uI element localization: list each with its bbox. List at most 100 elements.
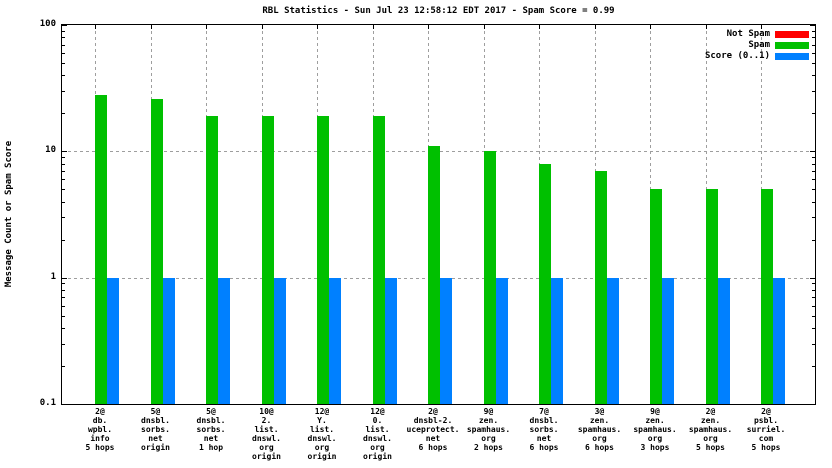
x-category-label: 3@ zen. spamhaus. org 6 hops (578, 407, 621, 452)
y-tick-left (62, 170, 65, 172)
legend-item-not-spam: Not Spam (705, 29, 809, 40)
y-tick-right (812, 297, 815, 299)
x-category-line: net (148, 434, 163, 443)
y-tick-right (812, 179, 815, 181)
bar-spam (483, 151, 496, 404)
x-tick-top (206, 25, 207, 29)
x-category-line: org (592, 434, 607, 443)
y-tick-right (812, 113, 815, 115)
x-category-line: net (203, 434, 219, 443)
bar-spam (539, 163, 551, 404)
x-category-line: uceprotect. (406, 425, 460, 434)
bar-spam (705, 189, 718, 404)
x-category-line: 7@ (539, 407, 549, 416)
bar-spam (150, 98, 163, 404)
x-category-line: 5@ (206, 407, 216, 416)
x-tick-top (539, 25, 540, 29)
x-tick-top (650, 25, 651, 29)
bar-score-0-1 (162, 278, 175, 404)
x-category-line: org (481, 434, 496, 443)
x-category-line: 5 hops (751, 443, 781, 452)
x-category-label: 12@ 0. list. dnswl. org origin (363, 407, 392, 461)
legend-item-score-0-1: Score (0..1) (705, 51, 809, 62)
x-category-line: 3 hops (640, 443, 670, 452)
x-category-line: 5@ (150, 407, 161, 416)
bar-spam (428, 146, 440, 404)
y-tick-right (812, 366, 815, 367)
x-tick-top (261, 25, 263, 29)
x-category-label: 10@ 2. list. dnswl. org origin (252, 407, 281, 461)
y-tick-left (62, 297, 65, 299)
legend-item-spam: Spam (705, 40, 809, 51)
y-tick-right (812, 157, 815, 159)
bar-score-0-1 (662, 278, 674, 404)
y-tick-right (812, 239, 815, 241)
x-category-line: 6 hops (418, 443, 448, 452)
x-tick-top (594, 25, 596, 29)
x-category-line: origin (252, 452, 281, 461)
x-category-label: 5@ dnsbl. sorbs. net origin (141, 407, 170, 452)
x-category-line: surriel. (746, 425, 786, 434)
x-category-label: 9@ zen. spamhaus. org 2 hops (467, 407, 510, 452)
x-category-line: 9@ (483, 407, 494, 416)
bar-score-0-1 (329, 278, 341, 404)
x-category-line: 10@ (259, 407, 274, 416)
x-category-line: psbl. (753, 416, 779, 425)
y-axis-tick-labels: 100 10 1 0.1 (0, 0, 58, 468)
x-category-line: list. (365, 425, 390, 434)
y-tick-left (62, 201, 65, 203)
y-tick-right (812, 343, 815, 345)
x-category-line: sorbs. (196, 425, 226, 434)
x-category-line: dnsbl. (141, 416, 170, 425)
x-category-label: 2@ zen. spamhaus. org 5 hops (689, 407, 732, 452)
x-category-line: list. (254, 425, 279, 434)
bar-score-0-1 (440, 278, 452, 404)
y-tick-left (62, 189, 65, 191)
x-category-line: 12@ (314, 407, 330, 416)
y-tick-right (812, 201, 815, 203)
bar-spam (95, 94, 107, 404)
y-tick-right (812, 91, 815, 93)
y-tick-left (62, 404, 67, 405)
x-category-line: 2@ (428, 407, 438, 416)
y-tick-left (62, 63, 65, 64)
x-tick-top (150, 25, 152, 29)
y-tick-label-1: 1 (50, 271, 56, 282)
y-tick-left (62, 217, 65, 219)
y-tick-left (62, 151, 67, 153)
x-category-label: 12@ Y. list. dnswl. org origin (308, 407, 337, 461)
legend-swatch-spam (775, 42, 809, 49)
bar-spam (372, 116, 385, 404)
y-tick-right (812, 189, 815, 191)
y-tick-left (62, 179, 65, 181)
bar-score-0-1 (107, 278, 119, 404)
y-tick-right (810, 404, 815, 405)
x-tick-top (761, 25, 762, 29)
legend: Not Spam Spam Score (0..1) (705, 29, 809, 62)
bar-spam (594, 170, 607, 404)
x-category-line: spamhaus. (688, 425, 733, 434)
y-tick-right (812, 283, 815, 285)
bar-spam (206, 116, 218, 404)
y-tick-label-10: 10 (45, 145, 56, 156)
y-tick-left (62, 283, 65, 285)
y-tick-left (62, 30, 65, 32)
x-category-line: org (314, 443, 330, 452)
x-category-line: dnswl. (363, 434, 392, 443)
y-tick-right (812, 30, 815, 32)
y-tick-right (812, 289, 815, 291)
legend-swatch-score-0-1 (775, 53, 809, 60)
y-tick-left (62, 37, 65, 39)
x-category-line: 2. (261, 416, 272, 425)
bar-score-0-1 (773, 278, 785, 404)
x-category-line: org (259, 443, 274, 452)
bar-spam (650, 189, 662, 404)
y-tick-left (62, 289, 65, 291)
x-category-line: 2@ (705, 407, 716, 416)
x-category-line: dnswl. (252, 434, 281, 443)
x-category-line: dnsbl. (529, 416, 559, 425)
x-tick-top (428, 25, 429, 29)
legend-swatch-not-spam (775, 31, 809, 38)
x-category-line: 12@ (370, 407, 385, 416)
